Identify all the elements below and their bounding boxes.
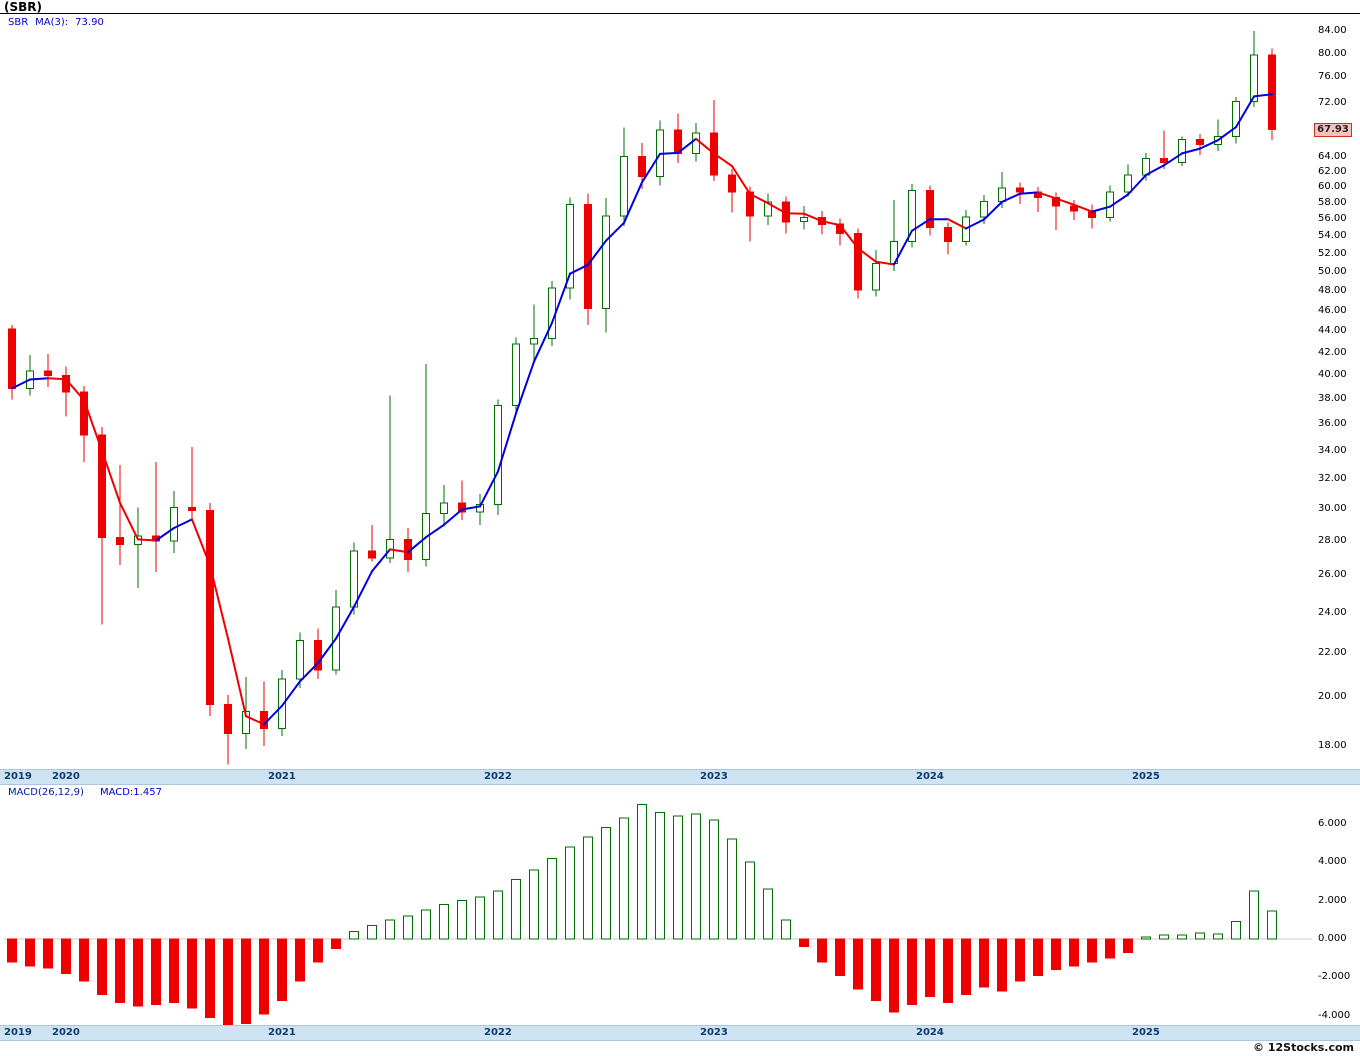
year-label: 2019 bbox=[4, 771, 32, 782]
price-axis-tick: 18.00 bbox=[1318, 740, 1347, 751]
price-axis-tick: 50.00 bbox=[1318, 266, 1347, 277]
year-label: 2021 bbox=[268, 1027, 296, 1038]
price-axis-tick: 30.00 bbox=[1318, 503, 1347, 514]
price-axis-tick: 24.00 bbox=[1318, 607, 1347, 618]
page-title: (SBR) bbox=[4, 0, 42, 14]
price-axis-tick: 22.00 bbox=[1318, 647, 1347, 658]
year-label: 2019 bbox=[4, 1027, 32, 1038]
ma-indicator-value: 73.90 bbox=[75, 17, 104, 28]
price-axis-tick: 46.00 bbox=[1318, 305, 1347, 316]
price-axis-tick: 28.00 bbox=[1318, 535, 1347, 546]
price-axis-tick: 38.00 bbox=[1318, 393, 1347, 404]
year-label: 2022 bbox=[484, 1027, 512, 1038]
macd-axis-tick: 6.000 bbox=[1318, 818, 1347, 829]
price-axis-tick: 32.00 bbox=[1318, 473, 1347, 484]
price-axis-tick: 58.00 bbox=[1318, 197, 1347, 208]
year-label: 2023 bbox=[700, 771, 728, 782]
year-axis-strip-top bbox=[0, 769, 1360, 785]
year-axis-strip-bottom bbox=[0, 1025, 1360, 1041]
price-axis-tick: 42.00 bbox=[1318, 347, 1347, 358]
macd-axis-tick: 0.000 bbox=[1318, 933, 1347, 944]
year-label: 2024 bbox=[916, 771, 944, 782]
price-axis-tick: 56.00 bbox=[1318, 213, 1347, 224]
price-axis-tick: 62.00 bbox=[1318, 166, 1347, 177]
year-label: 2022 bbox=[484, 771, 512, 782]
price-axis-tick: 34.00 bbox=[1318, 445, 1347, 456]
price-axis-tick: 54.00 bbox=[1318, 230, 1347, 241]
year-label: 2024 bbox=[916, 1027, 944, 1038]
price-axis-tick: 36.00 bbox=[1318, 418, 1347, 429]
price-axis-tick: 72.00 bbox=[1318, 97, 1347, 108]
price-axis-tick: 64.00 bbox=[1318, 151, 1347, 162]
year-label: 2021 bbox=[268, 771, 296, 782]
macd-legend: MACD(26,12,9) MACD:1.457 bbox=[8, 787, 162, 798]
macd-indicator-label: MACD(26,12,9) bbox=[8, 787, 84, 798]
year-label: 2020 bbox=[52, 1027, 80, 1038]
title-divider bbox=[0, 13, 1360, 14]
year-label: 2025 bbox=[1132, 771, 1160, 782]
price-axis-tick: 80.00 bbox=[1318, 48, 1347, 59]
price-axis-tick: 60.00 bbox=[1318, 181, 1347, 192]
price-axis-tick: 44.00 bbox=[1318, 325, 1347, 336]
ma-indicator-label: MA(3): bbox=[35, 17, 69, 28]
price-axis-tick: 48.00 bbox=[1318, 285, 1347, 296]
macd-axis-tick: -2.000 bbox=[1318, 971, 1351, 982]
price-axis-tick: 20.00 bbox=[1318, 691, 1347, 702]
last-price-badge: 67.93 bbox=[1314, 123, 1352, 137]
macd-axis-tick: 2.000 bbox=[1318, 895, 1347, 906]
year-label: 2025 bbox=[1132, 1027, 1160, 1038]
price-axis-tick: 84.00 bbox=[1318, 25, 1347, 36]
price-chart-legend: SBR MA(3): 73.90 bbox=[8, 17, 111, 28]
macd-indicator-value: MACD:1.457 bbox=[99, 787, 162, 798]
year-label: 2020 bbox=[52, 771, 80, 782]
year-label: 2023 bbox=[700, 1027, 728, 1038]
price-axis-tick: 52.00 bbox=[1318, 248, 1347, 259]
ticker-symbol: SBR bbox=[8, 17, 29, 28]
macd-axis-tick: -4.000 bbox=[1318, 1010, 1351, 1021]
copyright-watermark: © 12Stocks.com bbox=[1253, 1041, 1354, 1054]
macd-axis-tick: 4.000 bbox=[1318, 856, 1347, 867]
price-axis-tick: 40.00 bbox=[1318, 369, 1347, 380]
price-axis-tick: 76.00 bbox=[1318, 71, 1347, 82]
price-axis-tick: 26.00 bbox=[1318, 569, 1347, 580]
